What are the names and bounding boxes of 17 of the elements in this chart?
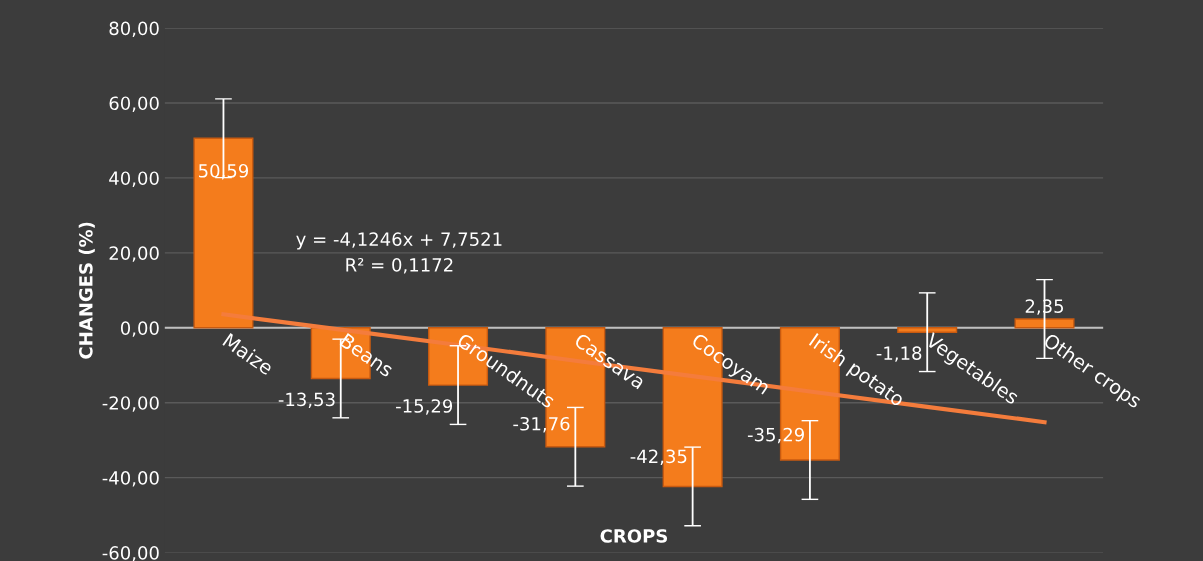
- y-tick-label: -60,00: [102, 546, 159, 561]
- y-tick-label: 80,00: [109, 21, 159, 38]
- y-tick-label: 0,00: [120, 321, 159, 337]
- annotation: y = -4,1246x + 7,7521 R² = 0,1172: [296, 232, 502, 274]
- y-tick-label: -20,00: [102, 396, 159, 412]
- bar: [1014, 318, 1075, 329]
- x-axis-title: CROPS: [600, 529, 668, 543]
- y-tick-label: 40,00: [109, 171, 159, 187]
- bar: [897, 327, 958, 333]
- y-tick-label: -40,00: [102, 471, 159, 487]
- data-label: -13,53: [278, 392, 335, 409]
- y-tick-label: 60,00: [109, 96, 159, 112]
- bar: [193, 137, 254, 329]
- y-tick-label: 20,00: [109, 246, 159, 262]
- data-label: -15,29: [396, 399, 453, 415]
- y-axis-title: CHANGES (%): [78, 222, 95, 359]
- data-label: -1,18: [876, 346, 922, 362]
